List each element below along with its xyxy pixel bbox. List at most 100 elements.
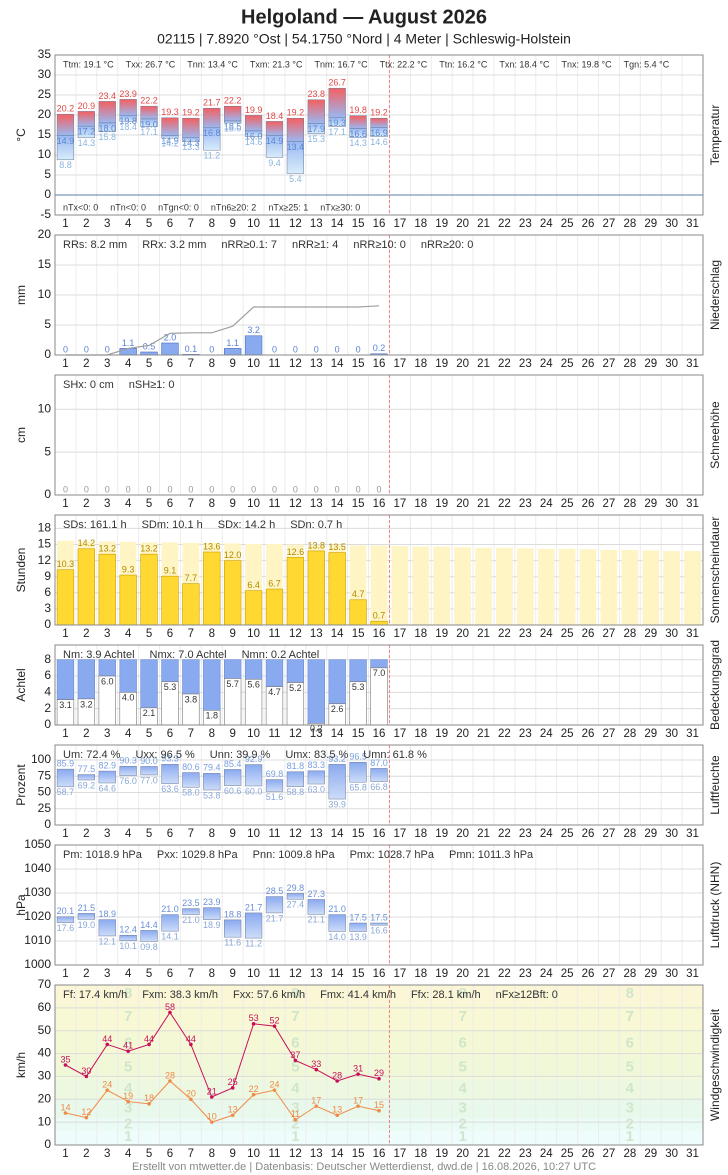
range-bar [119,934,137,942]
statistic: SDx: 14.2 h [218,519,275,531]
statistic: Pnn: 1009.8 hPa [253,849,336,861]
y-tick-label: 1020 [24,909,51,923]
x-tick-label: 9 [229,828,235,840]
y-tick-label: 35 [38,47,52,61]
y-axis-label: cm [14,427,28,443]
x-tick-label: 29 [644,728,657,740]
range-bar [98,122,116,133]
data-label: 52 [269,1016,279,1026]
y-tick-label: 15 [38,257,52,271]
x-tick-label: 28 [623,218,636,230]
statistic: nRR≥1: 4 [292,239,338,251]
data-label: 17.2 [78,127,96,137]
data-label: 30 [81,1066,91,1076]
statistic: nTn6≥20: 2 [211,202,256,212]
y-tick-label: 60 [38,1000,52,1014]
data-label: 14.4 [140,920,158,930]
data-label: 19 [123,1091,133,1101]
beaufort-label: 3 [291,1099,299,1116]
range-bar [286,771,304,788]
x-tick-label: 15 [352,728,365,740]
x-tick-label: 22 [498,628,511,640]
data-label: 44 [186,1034,196,1044]
point [230,1086,235,1090]
range-bar [244,912,263,939]
data-label: 44 [144,1034,154,1044]
data-label: 14.1 [161,932,179,942]
x-tick-label: 26 [582,828,595,840]
bar-remainder [370,659,388,669]
beaufort-label: 7 [291,1008,299,1025]
data-label: 5.3 [164,682,177,692]
y-tick-label: 25 [38,87,52,101]
data-label: 15 [374,1100,384,1110]
y-tick-label: 10 [38,401,52,415]
bar [684,550,701,625]
y-tick-label: 8 [44,652,51,666]
y-tick-label: 1030 [24,885,51,899]
x-tick-label: 12 [289,728,302,740]
range-bar [98,770,116,784]
point [189,1097,193,1102]
data-label: 19.9 [245,105,263,115]
bar [119,574,137,626]
subtitle: 02115 | 7.8920 °Ost | 54.1750 °Nord | 4 … [157,31,571,47]
statistic: Txm: 21.3 °C [250,59,303,69]
data-label: 17.1 [140,127,158,137]
bar [224,560,242,626]
x-tick-label: 1 [62,728,68,740]
x-tick-label: 3 [104,628,110,640]
x-tick-label: 30 [665,828,678,840]
x-tick-label: 23 [519,358,532,370]
x-tick-label: 24 [540,498,553,510]
bar [433,546,451,625]
x-tick-label: 28 [623,628,636,640]
data-label: 14.6 [245,137,263,147]
data-label: 0 [105,484,110,494]
beaufort-label: 2 [458,1115,466,1132]
plot-frame [54,644,704,726]
x-tick-label: 4 [125,728,132,740]
bar [475,547,492,625]
x-tick-label: 30 [665,218,678,230]
data-label: 15.3 [308,134,326,144]
statistic: Txn: 18.4 °C [499,59,550,69]
data-label: 21.0 [182,915,200,925]
beaufort-label: 5 [291,1058,299,1075]
x-tick-label: 24 [540,968,553,980]
range-bar [203,773,221,791]
range-bar [265,121,284,136]
statistic: Nm: 3.9 Achtel [63,649,135,661]
x-tick-label: 17 [394,218,407,230]
x-tick-label: 18 [414,728,427,740]
data-label: 4.7 [268,687,281,697]
x-tick-label: 23 [519,218,532,230]
x-tick-label: 10 [247,498,260,510]
x-tick-label: 12 [289,828,302,840]
data-label: 20.1 [57,906,75,916]
x-tick-label: 2 [83,498,89,510]
data-label: 18 [144,1093,154,1103]
x-tick-label: 11 [269,828,281,840]
x-tick-label: 22 [498,218,511,230]
data-label: 17 [353,1096,363,1106]
data-label: 18.4 [119,122,137,132]
bar-remainder [244,659,263,680]
data-label: 25 [228,1077,238,1087]
point [105,1042,110,1047]
point [84,1115,89,1120]
bar [161,575,179,626]
x-tick-label: 8 [209,358,215,370]
y-tick-label: 18 [38,521,52,535]
data-label: 3.1 [59,700,72,710]
x-tick-label: 8 [209,498,215,510]
statistic: SDm: 10.1 h [142,519,203,531]
data-label: 17.5 [370,912,388,922]
data-label: 1.1 [122,338,135,348]
range-bar [307,899,325,915]
x-tick-label: 28 [623,498,636,510]
y-tick-label: 0 [44,617,51,631]
data-label: 0.2 [310,724,323,734]
data-label: 17.6 [57,923,75,933]
range-bar [161,914,179,932]
